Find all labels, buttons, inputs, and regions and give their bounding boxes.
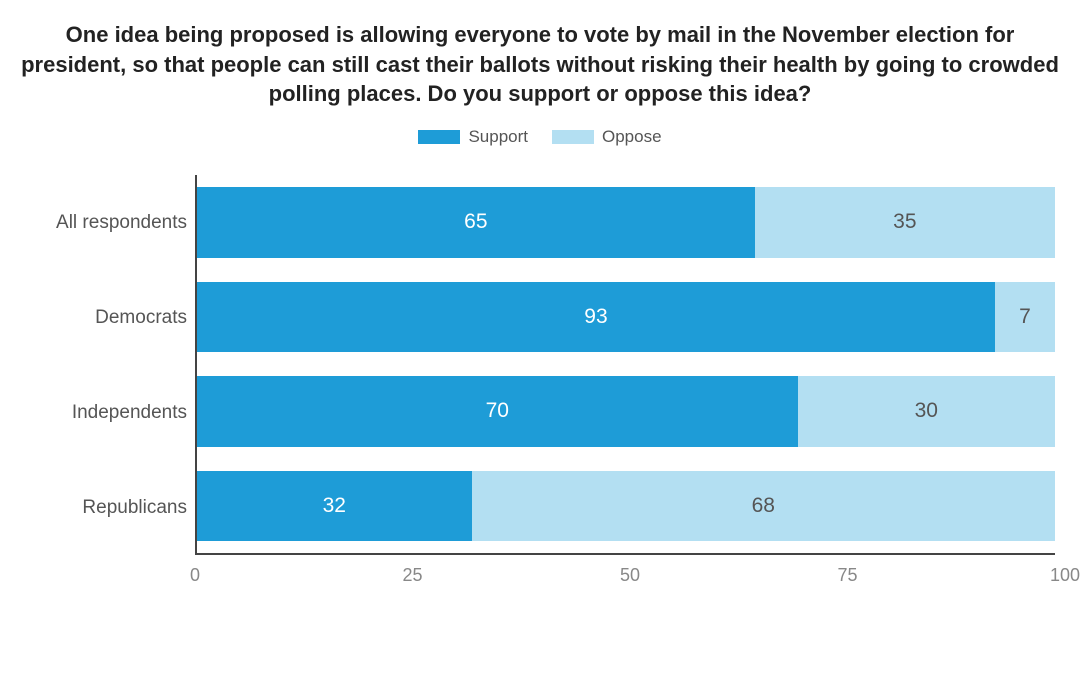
x-axis: 0255075100 — [15, 561, 1065, 589]
bar: 937 — [197, 282, 1055, 353]
y-axis-label: Democrats — [15, 282, 187, 354]
y-axis-label: Independents — [15, 377, 187, 449]
bar-segment-oppose: 35 — [755, 187, 1055, 258]
legend-item-oppose: Oppose — [552, 127, 662, 147]
y-axis-labels: All respondents Democrats Independents Repu… — [15, 175, 195, 555]
bar: 7030 — [197, 376, 1055, 447]
chart-title: One idea being proposed is allowing ever… — [15, 20, 1065, 109]
bar-segment-support: 93 — [197, 282, 995, 353]
x-axis-tick: 0 — [190, 565, 200, 586]
bar-segment-oppose: 7 — [995, 282, 1055, 353]
y-axis-label: Republicans — [15, 472, 187, 544]
legend: Support Oppose — [15, 127, 1065, 147]
x-axis-tick: 25 — [402, 565, 422, 586]
y-axis-label: All respondents — [15, 187, 187, 259]
x-axis-tick: 75 — [837, 565, 857, 586]
bar-row: 937 — [197, 270, 1055, 365]
x-axis-labels: 0255075100 — [195, 561, 1065, 589]
legend-item-support: Support — [418, 127, 528, 147]
bar-segment-support: 32 — [197, 471, 472, 542]
bar-segment-support: 70 — [197, 376, 798, 447]
x-axis-tick: 50 — [620, 565, 640, 586]
bar-row: 3268 — [197, 459, 1055, 554]
legend-swatch-oppose — [552, 130, 594, 144]
bar-segment-oppose: 30 — [798, 376, 1055, 447]
chart-area: All respondents Democrats Independents Repu… — [15, 175, 1065, 555]
x-axis-spacer — [15, 561, 195, 589]
legend-swatch-support — [418, 130, 460, 144]
bar-row: 7030 — [197, 364, 1055, 459]
bars-container: 6535 937 7030 3268 — [197, 175, 1055, 553]
bar-row: 6535 — [197, 175, 1055, 270]
bar-segment-support: 65 — [197, 187, 755, 258]
legend-label-oppose: Oppose — [602, 127, 662, 147]
bar-segment-oppose: 68 — [472, 471, 1055, 542]
x-axis-tick: 100 — [1050, 565, 1080, 586]
plot-area: 6535 937 7030 3268 — [195, 175, 1055, 555]
bar: 6535 — [197, 187, 1055, 258]
bar: 3268 — [197, 471, 1055, 542]
legend-label-support: Support — [468, 127, 528, 147]
